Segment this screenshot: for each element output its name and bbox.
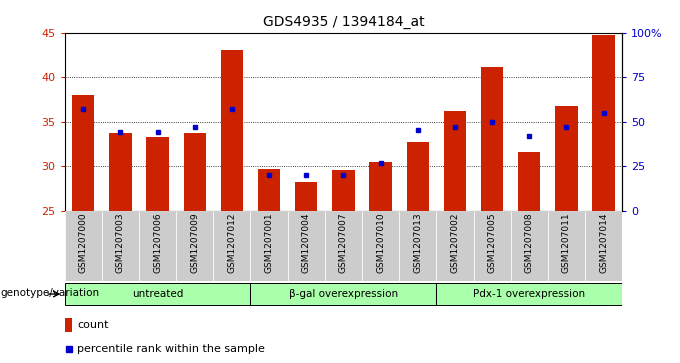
Bar (258, 169, 280, 211)
Bar (288, 211, 325, 281)
Text: count: count (77, 320, 109, 330)
Bar (72, 95, 95, 211)
Text: β-gal overexpression: β-gal overexpression (289, 289, 398, 299)
Bar (585, 211, 622, 281)
Bar (109, 133, 131, 211)
Bar (333, 170, 354, 211)
Text: GSM1207010: GSM1207010 (376, 213, 385, 273)
Bar (102, 211, 139, 281)
Text: GSM1207004: GSM1207004 (302, 213, 311, 273)
Bar (325, 211, 362, 281)
Bar (473, 211, 511, 281)
Text: GSM1207000: GSM1207000 (79, 213, 88, 273)
Bar (437, 282, 622, 306)
Bar (146, 137, 169, 211)
Bar (556, 106, 577, 211)
Bar (214, 211, 250, 281)
Bar (437, 211, 473, 281)
Bar (295, 182, 318, 211)
Text: GSM1207012: GSM1207012 (227, 213, 237, 273)
Bar (362, 211, 399, 281)
Bar (250, 211, 288, 281)
Bar (221, 50, 243, 211)
Bar (592, 35, 615, 211)
Text: GSM1207009: GSM1207009 (190, 213, 199, 273)
Bar (369, 162, 392, 211)
Bar (399, 211, 437, 281)
Bar (139, 211, 176, 281)
Bar (481, 68, 503, 211)
Bar (518, 152, 541, 211)
Bar (548, 211, 585, 281)
Text: untreated: untreated (132, 289, 183, 299)
Text: GSM1207013: GSM1207013 (413, 213, 422, 273)
Text: GSM1207005: GSM1207005 (488, 213, 496, 273)
Text: Pdx-1 overexpression: Pdx-1 overexpression (473, 289, 585, 299)
Text: GSM1207014: GSM1207014 (599, 213, 608, 273)
Text: percentile rank within the sample: percentile rank within the sample (77, 344, 265, 354)
Bar (176, 211, 214, 281)
Bar (65, 318, 72, 332)
Bar (511, 211, 548, 281)
Title: GDS4935 / 1394184_at: GDS4935 / 1394184_at (262, 15, 424, 29)
Text: GSM1207002: GSM1207002 (450, 213, 460, 273)
Bar (407, 142, 429, 211)
Text: GSM1207001: GSM1207001 (265, 213, 273, 273)
Text: GSM1207003: GSM1207003 (116, 213, 125, 273)
Bar (250, 282, 437, 306)
Text: GSM1207008: GSM1207008 (525, 213, 534, 273)
Text: genotype/variation: genotype/variation (0, 288, 99, 298)
Bar (444, 111, 466, 211)
Bar (184, 133, 206, 211)
Bar (65, 211, 102, 281)
Bar (65, 282, 250, 306)
Text: GSM1207007: GSM1207007 (339, 213, 348, 273)
Text: GSM1207011: GSM1207011 (562, 213, 571, 273)
Text: GSM1207006: GSM1207006 (153, 213, 162, 273)
